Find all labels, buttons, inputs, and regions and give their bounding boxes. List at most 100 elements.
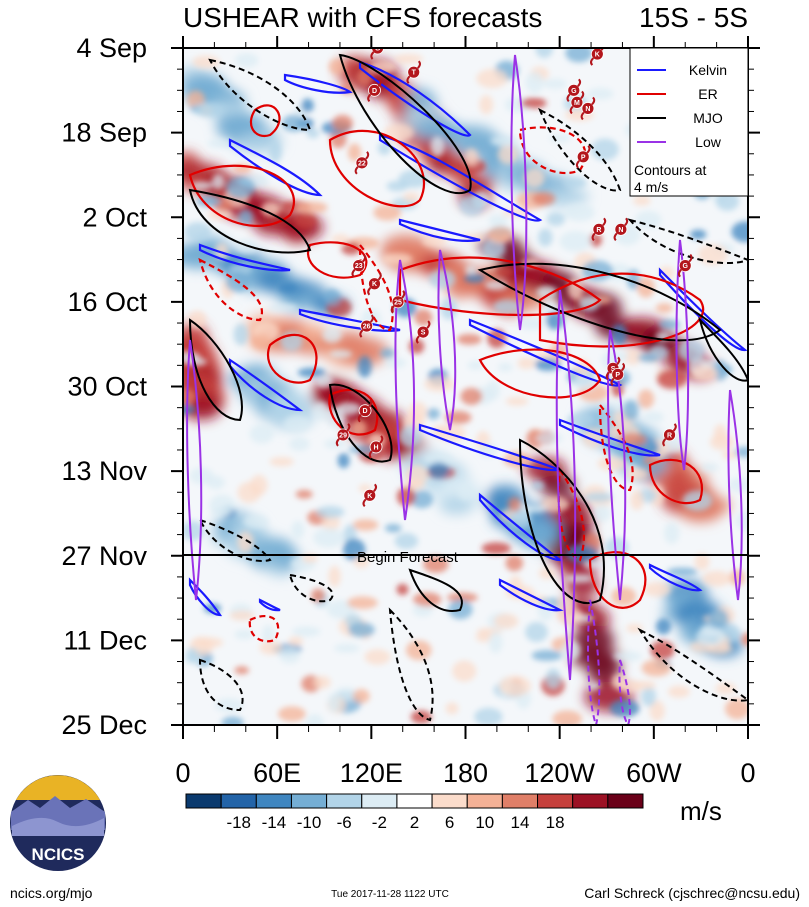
shear-field-cell bbox=[184, 221, 212, 242]
shear-field-cell bbox=[328, 565, 341, 588]
tc-arm-top bbox=[379, 435, 384, 444]
shear-band-cell bbox=[573, 625, 615, 656]
shear-field-cell bbox=[517, 317, 546, 330]
shear-field-cell bbox=[532, 191, 556, 206]
x-tick-label-1: 60E bbox=[253, 758, 301, 788]
tc-label: D bbox=[363, 408, 368, 415]
colorbar-swatch-1 bbox=[220, 793, 257, 809]
shear-field-cell bbox=[729, 569, 745, 586]
kelvin-contour bbox=[398, 218, 481, 242]
tc-label: S bbox=[611, 366, 616, 373]
tc-arm-top bbox=[377, 272, 382, 281]
tc-arm-bottom bbox=[367, 93, 372, 103]
chart-region: 15S - 5S bbox=[639, 2, 748, 33]
tc-label: G bbox=[682, 263, 688, 270]
colorbar-label-3: -6 bbox=[337, 813, 352, 832]
shear-field-cell bbox=[234, 629, 254, 640]
shear-field-cell bbox=[237, 531, 254, 553]
shear-field-cell bbox=[563, 203, 595, 222]
shear-field-cell bbox=[534, 358, 562, 371]
colorbar-label-6: 6 bbox=[445, 813, 454, 832]
shear-field-cell bbox=[559, 230, 592, 252]
shear-field-cell bbox=[251, 334, 272, 350]
shear-field-cell bbox=[537, 601, 554, 621]
er-contour bbox=[648, 458, 703, 505]
shear-field-cell bbox=[445, 702, 459, 715]
shear-field-cell bbox=[301, 98, 314, 113]
shear-field-cell bbox=[565, 574, 593, 584]
shear-field-cell bbox=[593, 504, 611, 522]
shear-field-cell bbox=[405, 640, 432, 661]
shear-field-cell bbox=[641, 659, 672, 677]
tc-marker bbox=[355, 156, 369, 170]
shear-field-cell bbox=[630, 490, 644, 511]
kelvin-contour bbox=[188, 577, 223, 617]
shear-field-cell bbox=[497, 144, 519, 165]
x-tick-label-2: 120E bbox=[340, 758, 403, 788]
shear-field-cell bbox=[430, 136, 445, 157]
shear-field-cell bbox=[667, 685, 690, 698]
mjo-contour bbox=[188, 318, 243, 422]
tc-arm-bottom bbox=[367, 287, 372, 296]
shear-field-cell bbox=[476, 68, 508, 89]
kelvin-contour bbox=[198, 243, 291, 272]
shear-field-cell bbox=[508, 575, 523, 596]
shear-field-cell bbox=[499, 675, 531, 697]
shear-field-cell bbox=[523, 168, 545, 189]
shear-field-cell bbox=[643, 411, 664, 423]
tc-label: K bbox=[372, 281, 377, 288]
tc-arm-bottom bbox=[368, 450, 373, 459]
tc-arm-top bbox=[602, 217, 607, 227]
shear-field-cell bbox=[184, 357, 208, 367]
shear-field-cell bbox=[348, 622, 375, 638]
er-contour bbox=[588, 551, 647, 609]
tc-arm-top bbox=[362, 253, 367, 263]
shear-field-cell bbox=[485, 380, 501, 401]
tc-marker bbox=[581, 102, 595, 115]
colorbar-swatch-10 bbox=[537, 793, 574, 809]
shear-field-cell bbox=[357, 355, 372, 378]
colorbar-units: m/s bbox=[680, 796, 722, 826]
shear-field-cell bbox=[429, 269, 456, 289]
shear-field-cell bbox=[211, 173, 225, 190]
shear-field-cell bbox=[456, 333, 482, 345]
tc-arm-bottom bbox=[613, 232, 618, 242]
shear-field-cell bbox=[641, 686, 657, 707]
shear-field-cell bbox=[356, 68, 373, 87]
shear-field-cell bbox=[191, 181, 214, 190]
x-tick-label-5: 60W bbox=[626, 758, 682, 788]
tc-arm-bottom bbox=[370, 51, 375, 60]
shear-field-cell bbox=[294, 212, 317, 230]
shear-field-cell bbox=[702, 570, 732, 587]
er-contour bbox=[328, 129, 426, 208]
shear-field-cell bbox=[225, 176, 256, 199]
tc-symbol-7: M bbox=[569, 90, 585, 115]
shear-field-cell bbox=[496, 267, 514, 277]
shear-field-cell bbox=[394, 53, 424, 64]
mjo-contour bbox=[198, 658, 244, 712]
shear-field-cell bbox=[278, 706, 306, 722]
tc-arm-top bbox=[346, 423, 351, 432]
shear-field-cell bbox=[323, 439, 347, 449]
shear-field-cell bbox=[333, 643, 360, 653]
shear-field-cell bbox=[221, 716, 244, 725]
shear-field-cell bbox=[380, 348, 395, 359]
low-contour bbox=[437, 249, 457, 431]
tc-label: P bbox=[615, 372, 620, 379]
shear-band-cell bbox=[273, 388, 302, 423]
low-contour bbox=[727, 389, 743, 601]
tc-symbol-16: S bbox=[415, 320, 431, 344]
shear-field-cell bbox=[564, 176, 587, 189]
shear-field-cell bbox=[316, 505, 345, 519]
shear-field-cell bbox=[625, 467, 649, 481]
shear-field-cell bbox=[503, 451, 531, 468]
y-tick-label-2: 2 Oct bbox=[82, 202, 147, 232]
shear-field-cell bbox=[424, 376, 455, 392]
tc-arm-bottom bbox=[610, 377, 615, 387]
shear-field-cell bbox=[490, 135, 518, 147]
shear-field-cell bbox=[635, 210, 662, 229]
tc-label: G bbox=[571, 88, 577, 95]
y-tick-label-8: 25 Dec bbox=[61, 710, 147, 740]
shear-field-cell bbox=[582, 560, 605, 569]
colorbar-swatch-6 bbox=[396, 793, 433, 809]
